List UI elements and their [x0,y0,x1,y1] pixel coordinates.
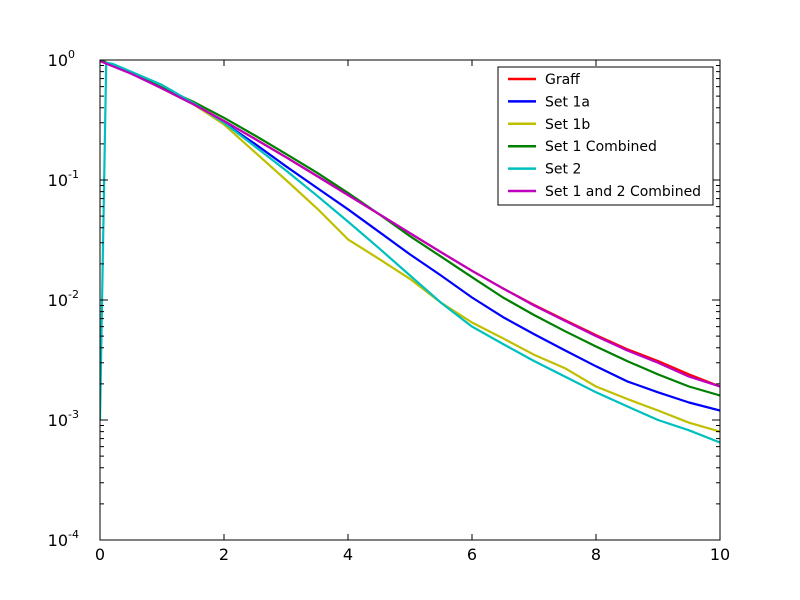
legend-label-4: Set 2 [545,162,581,178]
series-line-3 [100,60,720,397]
y-tick-exponent: -4 [68,528,79,541]
y-tick-label: 10 [48,411,68,430]
legend-label-5: Set 1 and 2 Combined [545,184,701,200]
y-tick-exponent: -3 [68,408,79,421]
y-tick-exponent: 0 [68,48,75,61]
x-tick-label: 0 [95,545,105,564]
x-tick-label: 4 [343,545,353,564]
series-line-5 [100,60,720,388]
legend-label-2: Set 1b [545,117,590,133]
y-tick-base: 10 [48,51,68,70]
y-tick-label: 10 [48,531,68,550]
legend-label-1: Set 1a [545,94,590,110]
y-tick-label: 10 [48,51,68,70]
y-tick-base: 10 [48,171,68,190]
y-tick-label: 10 [48,291,68,310]
y-tick-base: 10 [48,291,68,310]
y-tick-exponent: -1 [68,168,79,181]
legend-label-0: Graff [545,72,580,88]
y-tick-exponent: -2 [68,288,79,301]
x-axis: 0 2 4 6 8 10 [95,60,730,564]
legend: Graff Set 1a Set 1b Set 1 Combined Set 2 Set … [497,66,714,206]
y-tick-base: 10 [48,531,68,550]
x-tick-label: 10 [710,545,730,564]
series-line-4 [100,61,720,444]
series-layer [100,60,720,444]
legend-box [497,66,714,206]
y-tick-label: 10 [48,171,68,190]
legend-label-3: Set 1 Combined [545,139,657,155]
x-tick-label: 2 [219,545,229,564]
x-tick-label: 6 [467,545,477,564]
y-tick-base: 10 [48,411,68,430]
x-tick-label: 8 [591,545,601,564]
